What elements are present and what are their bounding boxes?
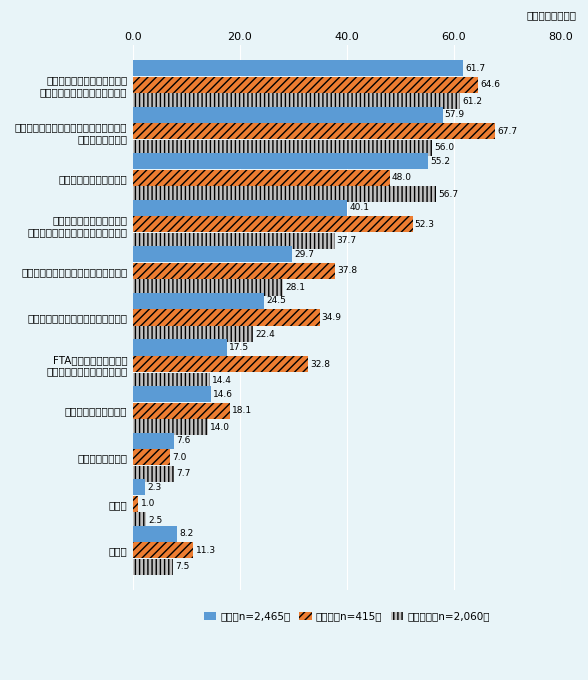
Bar [133,233,335,249]
Text: 18.1: 18.1 [232,406,252,415]
Legend: 全体（n=2,465）, 大企業（n=415）, 中小企業（n=2,060）: 全体（n=2,465）, 大企業（n=415）, 中小企業（n=2,060） [200,607,494,626]
Bar [133,153,428,169]
Text: 8.2: 8.2 [179,529,193,539]
Text: 14.6: 14.6 [213,390,233,398]
Bar [133,170,390,186]
Bar [133,386,211,402]
Bar [133,186,436,203]
Bar [133,466,174,482]
Text: 64.6: 64.6 [480,80,500,89]
Text: 56.7: 56.7 [438,190,459,199]
Bar [133,373,210,389]
Text: 1.0: 1.0 [141,499,155,508]
Text: 52.3: 52.3 [415,220,435,229]
Text: 40.1: 40.1 [349,203,369,212]
Bar [133,139,432,156]
Bar [133,309,320,326]
Text: 29.7: 29.7 [294,250,314,259]
Bar [133,263,335,279]
Bar [133,542,193,558]
Text: 61.7: 61.7 [465,63,485,73]
Bar [133,246,292,262]
Bar [133,432,173,449]
Bar [133,479,145,495]
Text: （複数回答、％）: （複数回答、％） [526,10,576,20]
Bar [133,326,253,342]
Text: 2.3: 2.3 [148,483,162,492]
Text: 67.7: 67.7 [497,126,517,136]
Text: 32.8: 32.8 [310,360,330,369]
Text: 14.0: 14.0 [210,423,230,432]
Text: 7.6: 7.6 [176,436,190,445]
Text: 17.5: 17.5 [229,343,249,352]
Bar [133,496,138,512]
Bar [133,293,264,309]
Text: 7.5: 7.5 [175,562,190,571]
Text: 37.7: 37.7 [337,237,357,245]
Text: 34.9: 34.9 [322,313,342,322]
Bar [133,279,283,296]
Bar [133,419,208,435]
Text: 24.5: 24.5 [266,296,286,305]
Bar [133,107,443,122]
Bar [133,93,460,109]
Text: 22.4: 22.4 [255,330,275,339]
Bar [133,123,495,139]
Text: 61.2: 61.2 [462,97,482,105]
Text: 28.1: 28.1 [285,283,305,292]
Bar [133,60,463,76]
Bar [133,449,171,465]
Bar [133,526,177,542]
Text: 57.9: 57.9 [445,110,465,119]
Bar [133,200,348,216]
Bar [133,77,478,92]
Bar [133,559,173,575]
Text: 2.5: 2.5 [149,516,163,525]
Text: 11.3: 11.3 [196,546,216,555]
Bar [133,216,413,233]
Text: 7.7: 7.7 [176,469,191,478]
Text: 37.8: 37.8 [338,267,358,275]
Bar [133,339,226,356]
Text: 14.4: 14.4 [212,376,232,385]
Text: 7.0: 7.0 [173,453,187,462]
Text: 55.2: 55.2 [430,156,450,166]
Bar [133,403,230,419]
Text: 48.0: 48.0 [392,173,412,182]
Bar [133,512,146,528]
Text: 56.0: 56.0 [435,143,455,152]
Bar [133,356,308,372]
